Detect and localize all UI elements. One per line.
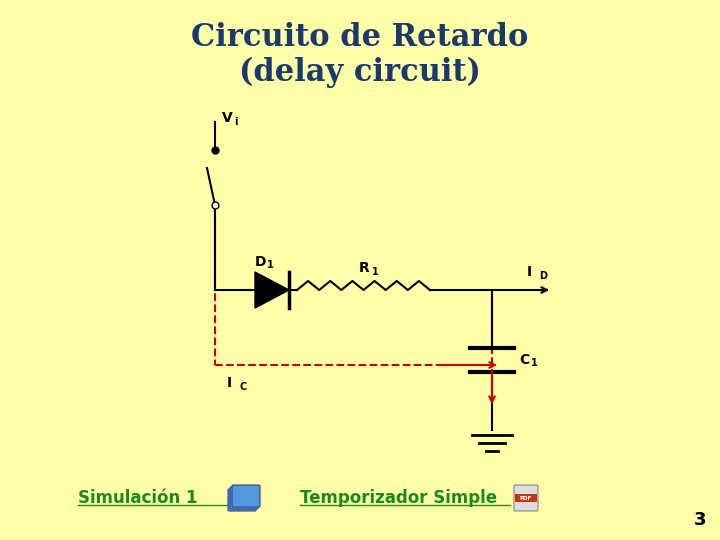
Text: 1: 1 — [372, 267, 378, 277]
Text: D: D — [539, 271, 547, 281]
Text: V: V — [222, 111, 233, 125]
Text: 3: 3 — [694, 511, 706, 529]
FancyBboxPatch shape — [232, 485, 260, 507]
Text: Circuito de Retardo: Circuito de Retardo — [192, 23, 528, 53]
Text: C: C — [239, 382, 246, 392]
Text: C: C — [519, 353, 529, 367]
FancyBboxPatch shape — [514, 485, 538, 511]
Text: PDF: PDF — [520, 496, 532, 501]
FancyBboxPatch shape — [228, 489, 256, 511]
Text: D: D — [255, 255, 266, 269]
Text: i: i — [234, 117, 238, 127]
Text: Simulación 1: Simulación 1 — [78, 489, 197, 507]
Polygon shape — [255, 272, 289, 308]
Text: (delay circuit): (delay circuit) — [239, 56, 481, 87]
Text: R: R — [359, 261, 369, 275]
FancyBboxPatch shape — [515, 494, 537, 502]
Text: 1: 1 — [531, 358, 538, 368]
Text: 1: 1 — [267, 260, 274, 270]
Text: I: I — [227, 376, 232, 390]
Text: Temporizador Simple: Temporizador Simple — [300, 489, 497, 507]
Text: I: I — [527, 265, 532, 279]
FancyBboxPatch shape — [230, 487, 258, 509]
